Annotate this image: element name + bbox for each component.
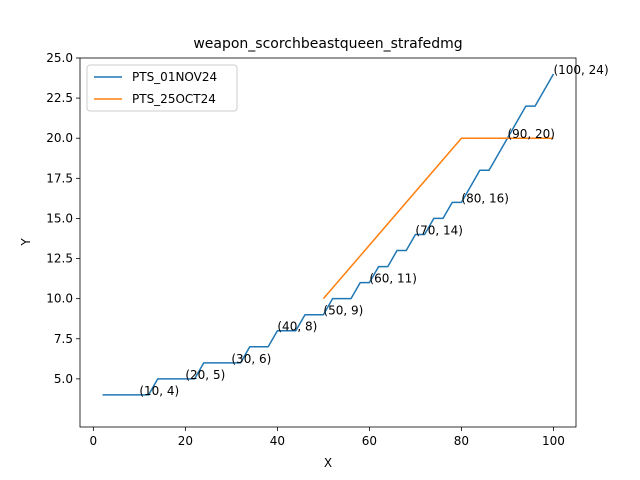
data-label: (60, 11): [369, 272, 417, 286]
y-tick-label: 5.0: [54, 372, 73, 386]
data-label: (90, 20): [507, 127, 555, 141]
data-label: (10, 4): [139, 384, 179, 398]
y-tick-label: 22.5: [46, 91, 73, 105]
data-label: (40, 8): [277, 320, 317, 334]
chart-title: weapon_scorchbeastqueen_strafedmg: [193, 36, 462, 52]
data-label: (20, 5): [185, 368, 225, 382]
y-tick-label: 25.0: [46, 51, 73, 65]
x-tick-label: 40: [270, 434, 285, 448]
data-label: (70, 14): [415, 223, 463, 237]
data-label: (50, 9): [323, 304, 363, 318]
legend: PTS_01NOV24 PTS_25OCT24: [86, 64, 238, 112]
plot-area: (10, 4) (20, 5) (30, 6) (40, 8) (50, 9) (60, …: [102, 63, 609, 398]
x-axis-label: X: [324, 456, 332, 470]
y-axis-label: Y: [19, 238, 33, 247]
x-axis: 0 20 40 60 80 100: [90, 427, 565, 448]
x-tick-label: 0: [90, 434, 98, 448]
x-tick-label: 20: [178, 434, 193, 448]
series-line-1: [322, 137, 554, 300]
data-label: (80, 16): [461, 191, 509, 205]
legend-label: PTS_25OCT24: [132, 92, 216, 106]
y-tick-label: 10.0: [46, 292, 73, 306]
plot-frame: [79, 57, 577, 428]
data-label: (100, 24): [553, 63, 608, 77]
x-tick-label: 60: [362, 434, 377, 448]
y-axis: 5.0 7.5 10.0 12.5 15.0 17.5 20.0 22.5 25.0: [46, 51, 80, 386]
x-tick-label: 80: [454, 434, 469, 448]
data-label: (30, 6): [231, 352, 271, 366]
legend-box: [86, 64, 238, 112]
y-tick-label: 7.5: [54, 332, 73, 346]
y-tick-label: 20.0: [46, 131, 73, 145]
legend-label: PTS_01NOV24: [132, 70, 217, 84]
x-tick-label: 100: [542, 434, 565, 448]
y-tick-label: 15.0: [46, 211, 73, 225]
series-line-0: [102, 73, 555, 396]
y-tick-label: 12.5: [46, 252, 73, 266]
y-tick-label: 17.5: [46, 171, 73, 185]
